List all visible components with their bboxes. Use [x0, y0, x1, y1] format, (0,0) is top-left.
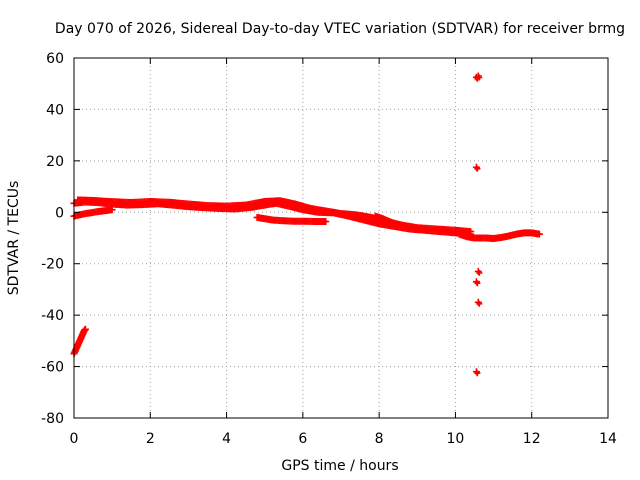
- x-tick-label: 8: [375, 431, 384, 447]
- x-tick-label: 0: [70, 431, 79, 447]
- y-tick-label: -80: [41, 411, 64, 427]
- y-axis: -80 -60 -40 -20 0 20 40 60: [41, 51, 608, 427]
- plot-frame: [73, 57, 609, 419]
- lower-branch-point: [322, 218, 330, 226]
- y-axis-label: SDTVAR / TECUs: [6, 181, 22, 296]
- x-tick-label: 10: [447, 431, 465, 447]
- lower-start-point: [108, 206, 116, 214]
- outliers-point: [472, 163, 480, 171]
- x-tick-label: 14: [599, 431, 617, 447]
- outliers-point: [476, 269, 483, 276]
- y-tick-label: 60: [46, 51, 64, 67]
- y-tick-label: -60: [41, 360, 64, 376]
- outliers-point: [474, 370, 481, 377]
- x-tick-label: 4: [222, 431, 231, 447]
- x-axis-label: GPS time / hours: [281, 458, 398, 474]
- outliers-point: [474, 165, 481, 172]
- initial-descent-point: [81, 325, 89, 333]
- outliers-point: [476, 74, 483, 81]
- x-axis: 0 2 4 6 8 10 12 14: [70, 58, 617, 447]
- x-tick-label: 6: [298, 431, 307, 447]
- outliers-point: [474, 72, 482, 80]
- x-tick-label: 12: [523, 431, 541, 447]
- chart-title: Day 070 of 2026, Sidereal Day-to-day VTE…: [55, 21, 625, 37]
- y-tick-label: -20: [41, 257, 64, 273]
- y-tick-label: 0: [55, 205, 64, 221]
- y-tick-label: -40: [41, 308, 64, 324]
- outliers-point: [474, 280, 481, 287]
- outliers-point: [476, 300, 483, 307]
- late-segment-point: [535, 230, 543, 238]
- x-tick-label: 2: [146, 431, 155, 447]
- y-tick-label: 40: [46, 102, 64, 118]
- dip-spur-point: [387, 218, 395, 226]
- outliers-point: [474, 267, 482, 275]
- outliers-point: [474, 298, 482, 306]
- y-tick-label: 20: [46, 154, 64, 170]
- data-points: [70, 72, 543, 377]
- outliers-point: [472, 278, 480, 286]
- outliers-point: [472, 368, 480, 376]
- grid-lines: [74, 58, 608, 418]
